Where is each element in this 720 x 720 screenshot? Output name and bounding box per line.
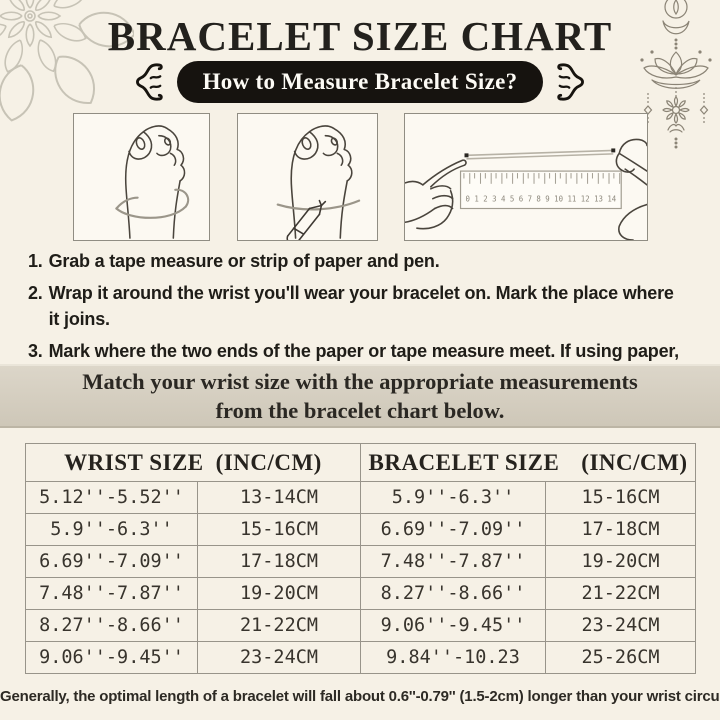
bracelet-cm-cell: 25-26CM <box>545 641 696 674</box>
ruler-scale-numbers: 0 1 2 3 4 5 6 7 8 9 10 11 12 13 14 <box>466 195 617 204</box>
banner-line-2: from the bracelet chart below. <box>215 398 505 423</box>
bracelet-cm-cell: 23-24CM <box>545 609 696 642</box>
bracelet-cm-cell: 21-22CM <box>545 577 696 610</box>
flourish-left-icon <box>135 63 163 101</box>
wrist-cm-cell: 19-20CM <box>197 577 361 610</box>
banner-line-1: Match your wrist size with the appropria… <box>82 369 638 394</box>
table-row: 5.9''-6.3'' 15-16CM 6.69''-7.09'' 17-18C… <box>25 513 696 546</box>
wrist-in-cell: 7.48''-7.87'' <box>25 577 198 610</box>
wrist-cm-cell: 21-22CM <box>197 609 361 642</box>
bracelet-in-cell: 9.84''-10.23 <box>360 641 546 674</box>
bracelet-in-cell: 7.48''-7.87'' <box>360 545 546 578</box>
step-2: 2. Wrap it around the wrist you'll wear … <box>28 280 692 332</box>
step-2-text: Wrap it around the wrist you'll wear you… <box>48 283 674 329</box>
wrist-in-cell: 8.27''-8.66'' <box>25 609 198 642</box>
wrist-size-unit: (INC/CM) <box>215 449 322 475</box>
bracelet-in-cell: 6.69''-7.09'' <box>360 513 546 546</box>
step-1-number: 1. <box>28 251 43 271</box>
wrist-cm-cell: 13-14CM <box>197 481 361 514</box>
wrist-size-label: WRIST SIZE <box>64 449 204 475</box>
wrist-size-header: WRIST SIZE (INC/CM) <box>25 443 361 482</box>
step-1: 1. Grab a tape measure or strip of paper… <box>28 248 692 274</box>
how-to-measure-badge: How to Measure Bracelet Size? <box>176 61 544 103</box>
bracelet-cm-cell: 19-20CM <box>545 545 696 578</box>
table-row: 5.12''-5.52'' 13-14CM 5.9''-6.3'' 15-16C… <box>25 481 696 514</box>
wrist-cm-cell: 17-18CM <box>197 545 361 578</box>
fist-with-pen-icon <box>276 125 361 240</box>
lotus-hanging-ornament <box>640 0 712 149</box>
table-row: 8.27''-8.66'' 21-22CM 9.06''-9.45'' 23-2… <box>25 609 696 642</box>
bracelet-size-label: BRACELET SIZE <box>368 449 560 475</box>
bracelet-in-cell: 8.27''-8.66'' <box>360 577 546 610</box>
wrist-tape-illustration <box>73 113 210 241</box>
bracelet-cm-cell: 17-18CM <box>545 513 696 546</box>
table-row: 7.48''-7.87'' 19-20CM 8.27''-8.66'' 21-2… <box>25 577 696 610</box>
table-row: 6.69''-7.09'' 17-18CM 7.48''-7.87'' 19-2… <box>25 545 696 578</box>
bracelet-in-cell: 9.06''-9.45'' <box>360 609 546 642</box>
size-chart-table: WRIST SIZE (INC/CM) BRACELET SIZE (INC/CM)… <box>25 443 696 674</box>
bracelet-in-cell: 5.9''-6.3'' <box>360 481 546 514</box>
how-to-measure-header: How to Measure Bracelet Size? <box>0 60 720 104</box>
wrist-in-cell: 9.06''-9.45'' <box>25 641 198 674</box>
footer-note: Generally, the optimal length of a brace… <box>0 688 720 705</box>
match-size-banner: Match your wrist size with the appropria… <box>0 364 720 428</box>
wrist-cm-cell: 23-24CM <box>197 641 361 674</box>
flourish-right-icon <box>557 63 585 101</box>
wrist-in-cell: 6.69''-7.09'' <box>25 545 198 578</box>
hands-with-ruler-icon: 0 1 2 3 4 5 6 7 8 9 10 11 12 13 14 <box>405 138 647 240</box>
table-header-row: WRIST SIZE (INC/CM) BRACELET SIZE (INC/CM) <box>25 443 696 482</box>
ruler-measure-illustration: 0 1 2 3 4 5 6 7 8 9 10 11 12 13 14 <box>404 113 648 241</box>
fist-with-tape-icon <box>115 125 190 239</box>
wrist-in-cell: 5.9''-6.3'' <box>25 513 198 546</box>
step-2-number: 2. <box>28 283 43 303</box>
bracelet-size-unit: (INC/CM) <box>581 449 688 475</box>
bracelet-size-header: BRACELET SIZE (INC/CM) <box>360 443 696 482</box>
mandala-flower-decoration <box>0 0 134 125</box>
wrist-pen-mark-illustration <box>237 113 378 241</box>
table-row: 9.06''-9.45'' 23-24CM 9.84''-10.23 25-26… <box>25 641 696 674</box>
step-1-text: Grab a tape measure or strip of paper an… <box>48 251 440 271</box>
wrist-in-cell: 5.12''-5.52'' <box>25 481 198 514</box>
bracelet-cm-cell: 15-16CM <box>545 481 696 514</box>
step-3-number: 3. <box>28 341 43 361</box>
wrist-cm-cell: 15-16CM <box>197 513 361 546</box>
page-title: BRACELET SIZE CHART <box>107 13 613 59</box>
